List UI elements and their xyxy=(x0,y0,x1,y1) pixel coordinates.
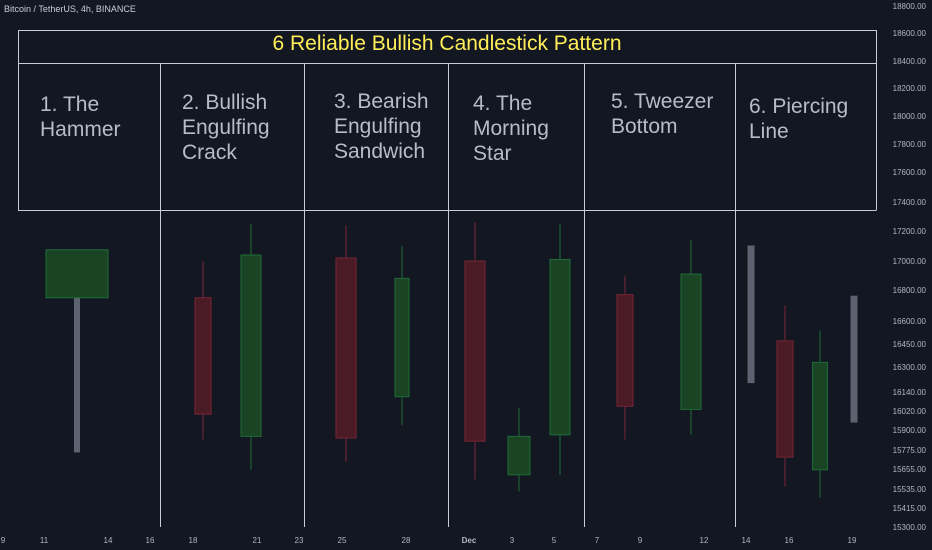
pattern-label-4: 4. The Morning Star xyxy=(473,92,549,165)
candle-body xyxy=(45,249,109,299)
candle-7 xyxy=(507,407,531,492)
price-tick-label: 17400.00 xyxy=(893,198,927,207)
candle-13 xyxy=(812,330,828,498)
candle-body xyxy=(549,259,571,436)
time-tick-label: 3 xyxy=(510,536,515,545)
price-tick-label: 15900.00 xyxy=(893,426,927,435)
candle-body xyxy=(394,277,410,398)
price-tick-label: 15415.00 xyxy=(893,504,927,513)
time-tick-label: 9 xyxy=(638,536,643,545)
time-tick-label: 16 xyxy=(785,536,794,545)
price-tick-label: 15535.00 xyxy=(893,485,927,494)
time-tick-label: 23 xyxy=(295,536,304,545)
candle-11 xyxy=(747,245,755,384)
price-tick-label: 16140.00 xyxy=(893,388,927,397)
price-tick-label: 18000.00 xyxy=(893,112,927,121)
candle-4 xyxy=(335,225,357,462)
candles-layer xyxy=(45,222,858,498)
hammer-shadow xyxy=(74,297,80,453)
price-tick-label: 15655.00 xyxy=(893,465,927,474)
price-tick-label: 18600.00 xyxy=(893,29,927,38)
candle-body xyxy=(776,340,794,458)
time-tick-label: 14 xyxy=(104,536,113,545)
time-tick-label: 16 xyxy=(146,536,155,545)
time-tick-label: 14 xyxy=(742,536,751,545)
candle-body xyxy=(680,273,702,410)
pattern-label-1: 1. The Hammer xyxy=(40,93,121,141)
time-tick-label: 21 xyxy=(253,536,262,545)
candle-body xyxy=(747,245,755,384)
price-tick-label: 17000.00 xyxy=(893,257,927,266)
time-tick-label: Dec xyxy=(462,536,477,545)
candle-body xyxy=(240,254,262,437)
candle-body xyxy=(507,435,531,476)
time-tick-label: 25 xyxy=(338,536,347,545)
pattern-label-2: 2. Bullish Engulfing Crack xyxy=(182,91,270,164)
title-cell xyxy=(18,30,877,64)
pattern-label-5: 5. Tweezer Bottom xyxy=(611,90,714,138)
price-axis[interactable]: 18800.00 18600.00 18400.00 18200.00 18000.00… xyxy=(893,2,927,532)
candle-8 xyxy=(549,223,571,475)
candle-body xyxy=(616,294,634,407)
pattern-label-3: 3. Bearish Engulfing Sandwich xyxy=(334,90,429,163)
time-tick-label: 11 xyxy=(40,536,49,545)
chart-title: 6 Reliable Bullish Candlestick Pattern xyxy=(272,32,622,55)
time-tick-label: 28 xyxy=(402,536,411,545)
price-tick-label: 17200.00 xyxy=(893,227,927,236)
price-tick-label: 16600.00 xyxy=(893,317,927,326)
time-tick-label: 7 xyxy=(595,536,600,545)
price-tick-label: 16800.00 xyxy=(893,286,927,295)
time-tick-label: 12 xyxy=(700,536,709,545)
candle-body xyxy=(194,297,212,415)
candle-5 xyxy=(394,246,410,426)
symbol-info: Bitcoin / TetherUS, 4h, BINANCE xyxy=(4,4,136,14)
price-tick-label: 16450.00 xyxy=(893,340,927,349)
time-tick-label: 9 xyxy=(1,536,6,545)
time-tick-label: 19 xyxy=(848,536,857,545)
price-tick-label: 18400.00 xyxy=(893,57,927,66)
candle-6 xyxy=(464,222,486,480)
price-tick-label: 16020.00 xyxy=(893,407,927,416)
price-tick-label: 15775.00 xyxy=(893,446,927,455)
table-grid xyxy=(18,30,877,527)
candle-2 xyxy=(194,261,212,440)
candle-body xyxy=(850,295,858,423)
candle-body xyxy=(812,361,828,471)
price-tick-label: 15300.00 xyxy=(893,523,927,532)
price-tick-label: 17600.00 xyxy=(893,168,927,177)
candle-1 xyxy=(45,249,109,453)
price-tick-label: 17800.00 xyxy=(893,140,927,149)
candle-3 xyxy=(240,223,262,470)
price-tick-label: 18200.00 xyxy=(893,84,927,93)
candle-body xyxy=(335,257,357,439)
pattern-label-6: 6. Piercing Line xyxy=(749,95,849,143)
price-tick-label: 16300.00 xyxy=(893,363,927,372)
time-tick-label: 18 xyxy=(189,536,198,545)
candle-9 xyxy=(616,275,634,440)
price-tick-label: 18800.00 xyxy=(893,2,927,11)
time-tick-label: 5 xyxy=(552,536,557,545)
candle-body xyxy=(464,260,486,442)
time-axis[interactable]: 9 11 14 16 18 21 23 25 28 Dec 3 5 7 9 12 14 16 19 xyxy=(1,536,857,545)
candle-12 xyxy=(776,305,794,487)
candle-10 xyxy=(680,240,702,435)
candle-14 xyxy=(850,295,858,423)
